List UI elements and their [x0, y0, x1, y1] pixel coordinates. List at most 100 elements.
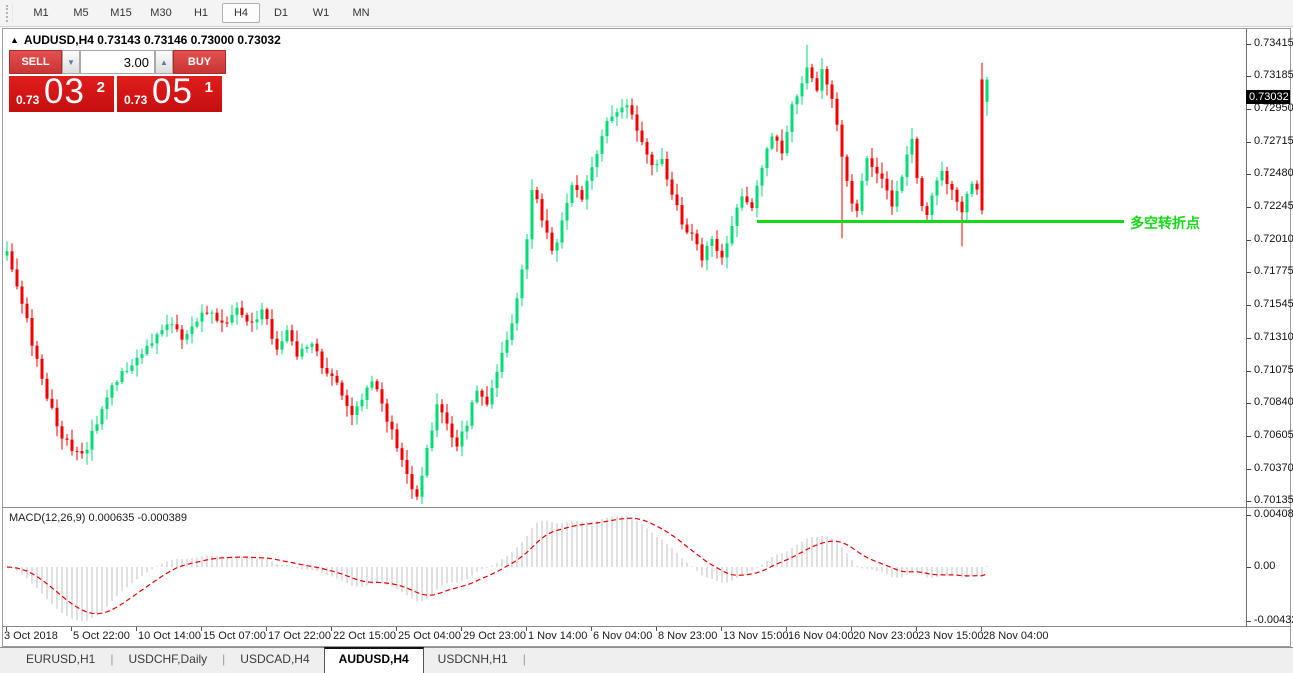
volume-decrease-button[interactable]: ▼ — [62, 50, 80, 74]
date-tick-mark — [201, 627, 202, 631]
timeframe-button-m15[interactable]: M15 — [110, 7, 132, 19]
price-tick-mark — [1247, 371, 1251, 372]
date-tick-mark — [851, 627, 852, 631]
buy-price-point: 1 — [204, 79, 213, 96]
buy-price-tile[interactable]: 0.73 05 1 — [117, 72, 222, 112]
chart-tab-bar: EURUSD,H1 | USDCHF,Daily | USDCAD,H4 AUDUSD,H… — [0, 647, 1293, 673]
date-tick-label: 28 Nov 04:00 — [983, 630, 1049, 642]
chart-tab-usdcad-h4[interactable]: USDCAD,H4 — [240, 652, 310, 666]
chart-tab-eurusd-h1[interactable]: EURUSD,H1 — [26, 652, 96, 666]
macd-tick-mark — [1247, 515, 1251, 516]
date-tick-label: 25 Oct 04:00 — [398, 630, 461, 642]
date-tick-mark — [981, 627, 982, 631]
price-tick-mark — [1247, 305, 1251, 306]
volume-input[interactable] — [80, 50, 155, 74]
buy-price-pips: 05 — [152, 72, 193, 111]
price-tick-label: 0.71310 — [1254, 331, 1293, 343]
price-tick-mark — [1247, 174, 1251, 175]
price-tick-label: 0.70135 — [1254, 494, 1293, 506]
price-tick-mark — [1247, 240, 1251, 241]
date-tick-label: 1 Nov 14:00 — [528, 630, 588, 642]
date-tick-label: 5 Oct 22:00 — [73, 630, 130, 642]
macd-plot — [3, 509, 1246, 626]
volume-increase-button[interactable]: ▲ — [155, 50, 173, 74]
date-tick-mark — [786, 627, 787, 631]
macd-tick-label: 0.00 — [1254, 560, 1276, 572]
date-tick-label: 23 Nov 15:00 — [918, 630, 984, 642]
date-tick-label: 3 Oct 2018 — [4, 630, 58, 642]
timeframe-button-m1[interactable]: M1 — [33, 7, 49, 19]
timeframe-button-m5[interactable]: M5 — [73, 7, 89, 19]
date-tick-mark — [656, 627, 657, 631]
date-tick-mark — [71, 627, 72, 631]
chart-tab-audusd-h4[interactable]: AUDUSD,H4 — [323, 647, 424, 673]
price-tick-label: 0.72480 — [1254, 167, 1293, 179]
candlestick-plot — [3, 29, 1246, 507]
date-tick-label: 20 Nov 23:00 — [853, 630, 919, 642]
date-tick-label: 10 Oct 14:00 — [138, 630, 201, 642]
date-tick-label: 6 Nov 04:00 — [593, 630, 653, 642]
price-tick-label: 0.70840 — [1254, 396, 1293, 408]
timeframe-toolbar: M1 M5 M15 M30 H1 H4 D1 W1 MN — [0, 0, 1293, 27]
macd-tick-mark — [1247, 621, 1251, 622]
date-axis[interactable]: 3 Oct 2018 5 Oct 22:00 10 Oct 14:00 15 Oct … — [3, 627, 1246, 644]
date-tick-mark — [331, 627, 332, 631]
date-tick-label: 22 Oct 15:00 — [333, 630, 396, 642]
spinner-up-icon: ▲ — [160, 57, 168, 67]
support-line-annotation-label: 多空转折点 — [1130, 215, 1200, 231]
date-tick-mark — [136, 627, 137, 631]
price-tick-mark — [1247, 109, 1251, 110]
date-tick-mark — [461, 627, 462, 631]
sell-price-tile[interactable]: 0.73 03 2 — [9, 72, 114, 112]
chart-window: ▲ AUDUSD,H4 0.73143 0.73146 0.73000 0.730… — [2, 28, 1293, 647]
chart-tab-usdchf-daily[interactable]: USDCHF,Daily — [128, 652, 208, 666]
macd-tick-label: 0.004089 — [1254, 508, 1293, 520]
price-tick-mark — [1247, 272, 1251, 273]
timeframe-button-d1[interactable]: D1 — [273, 7, 289, 19]
tab-separator: | — [522, 652, 526, 666]
current-price-badge: 0.73032 — [1246, 90, 1290, 104]
price-tick-label: 0.70605 — [1254, 429, 1293, 441]
date-tick-mark — [916, 627, 917, 631]
price-axis[interactable]: 0.73415 0.73185 0.72950 0.72715 0.72480 0.722… — [1246, 29, 1293, 627]
symbol-ohlc-readout: ▲ AUDUSD,H4 0.73143 0.73146 0.73000 0.730… — [10, 33, 281, 47]
price-tick-mark — [1247, 403, 1251, 404]
timeframe-button-mn[interactable]: MN — [352, 7, 370, 19]
sell-button[interactable]: SELL — [9, 50, 62, 74]
price-tick-label: 0.71775 — [1254, 265, 1293, 277]
date-tick-mark — [721, 627, 722, 631]
tab-separator: | — [222, 652, 226, 666]
spinner-down-icon: ▼ — [67, 57, 75, 67]
tab-separator: | — [110, 652, 114, 666]
price-tick-label: 0.72715 — [1254, 135, 1293, 147]
chart-tab-usdcnh-h1[interactable]: USDCNH,H1 — [437, 652, 508, 666]
price-tick-mark — [1247, 76, 1251, 77]
price-tick-label: 0.71075 — [1254, 364, 1293, 376]
timeframe-button-h1[interactable]: H1 — [193, 7, 209, 19]
price-tick-mark — [1247, 436, 1251, 437]
toolbar-grip-handle[interactable] — [6, 4, 13, 22]
timeframe-button-m30[interactable]: M30 — [150, 7, 172, 19]
timeframe-button-w1[interactable]: W1 — [312, 7, 330, 19]
price-tick-label: 0.72245 — [1254, 200, 1293, 212]
price-tick-mark — [1247, 207, 1251, 208]
symbol-ohlc-text: AUDUSD,H4 0.73143 0.73146 0.73000 0.7303… — [23, 33, 281, 47]
date-tick-label: 13 Nov 15:00 — [723, 630, 789, 642]
macd-indicator-readout: MACD(12,26,9) 0.000635 -0.000389 — [9, 512, 187, 524]
date-tick-mark — [396, 627, 397, 631]
date-tick-label: 17 Oct 22:00 — [268, 630, 331, 642]
pane-separator[interactable] — [3, 507, 1290, 510]
date-tick-label: 8 Nov 23:00 — [658, 630, 718, 642]
timeframe-button-h4[interactable]: H4 — [222, 3, 260, 23]
macd-indicator-pane: MACD(12,26,9) 0.000635 -0.000389 — [3, 509, 1246, 626]
date-tick-label: 29 Oct 23:00 — [463, 630, 526, 642]
price-tick-label: 0.71545 — [1254, 298, 1293, 310]
price-tick-label: 0.73415 — [1254, 37, 1293, 49]
buy-button[interactable]: BUY — [173, 50, 226, 74]
collapse-triangle-icon[interactable]: ▲ — [10, 35, 19, 45]
price-tick-mark — [1247, 338, 1251, 339]
one-click-trading-panel: SELL ▼ ▲ BUY 0.73 03 2 0.73 05 1 — [9, 50, 226, 112]
date-tick-mark — [526, 627, 527, 631]
date-tick-label: 16 Nov 04:00 — [788, 630, 854, 642]
